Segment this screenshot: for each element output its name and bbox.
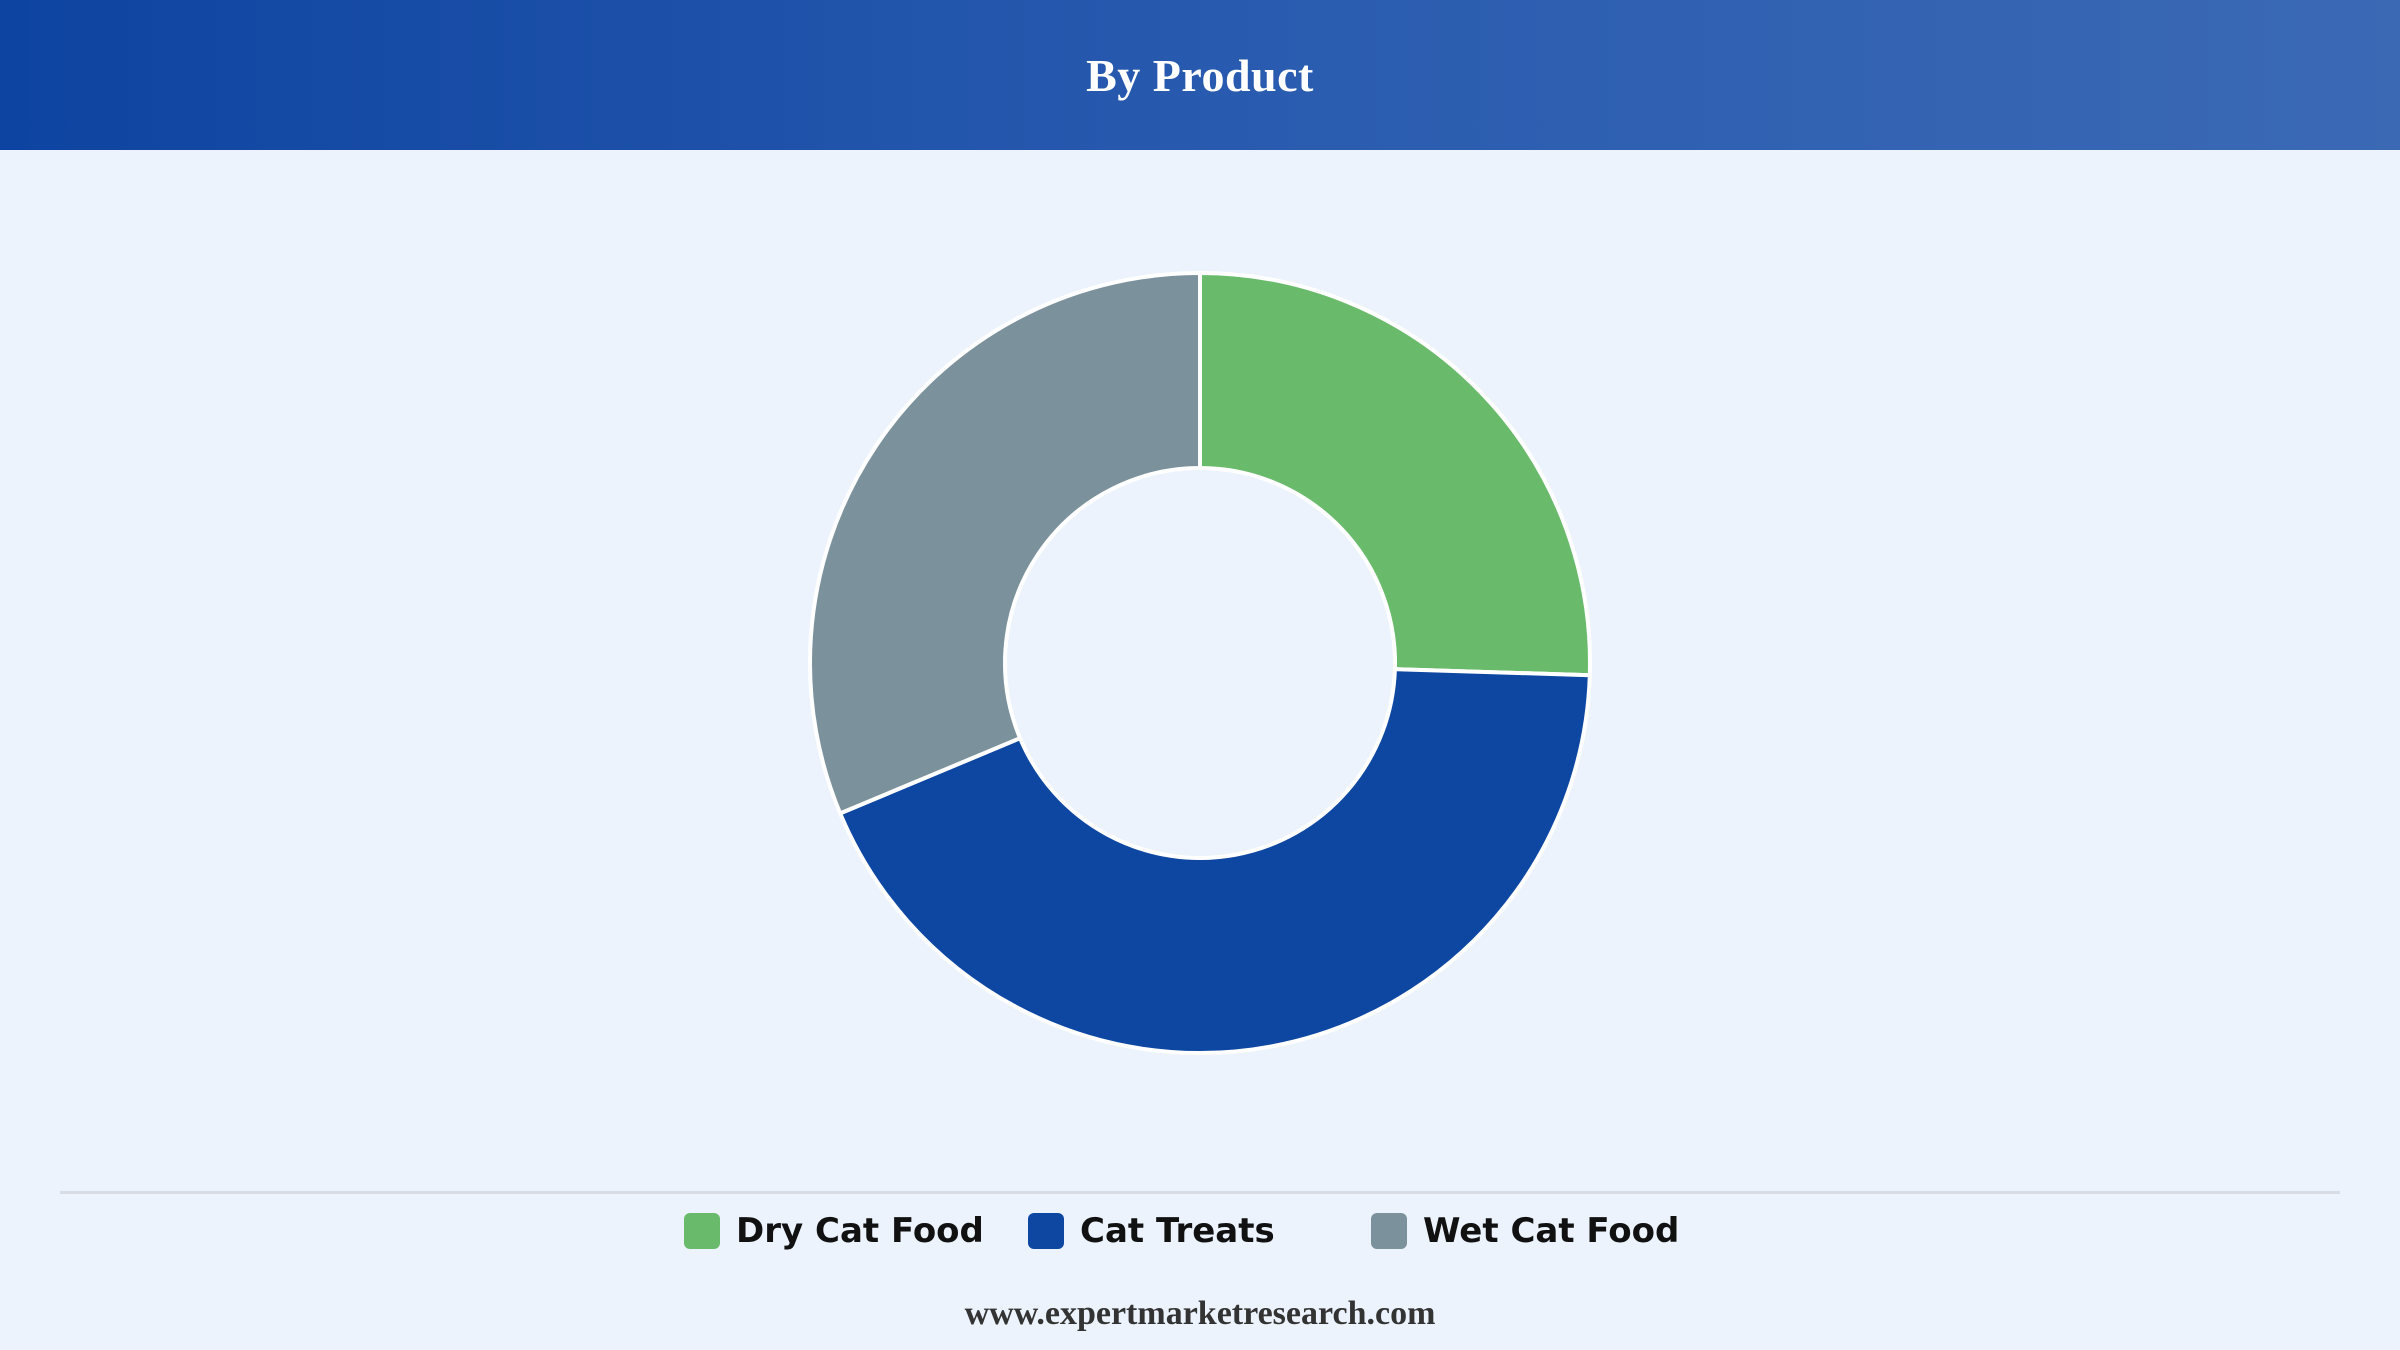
legend-label-wet-cat-food: Wet Cat Food <box>1423 1211 1680 1251</box>
legend-item-dry-cat-food[interactable]: Dry Cat Food <box>684 1206 984 1256</box>
legend-swatch-dry-cat-food <box>684 1213 720 1249</box>
chart-title: By Product <box>1086 49 1314 101</box>
legend-divider <box>60 1191 2340 1194</box>
legend-label-cat-treats: Cat Treats <box>1080 1211 1275 1251</box>
legend-label-dry-cat-food: Dry Cat Food <box>736 1211 984 1251</box>
legend-item-wet-cat-food[interactable]: Wet Cat Food <box>1371 1206 1679 1256</box>
legend-item-cat-treats[interactable]: Cat Treats <box>1028 1206 1275 1256</box>
chart-header: By Product <box>0 0 2400 150</box>
donut-chart <box>808 271 1592 1055</box>
donut-slice-wet-cat-food[interactable] <box>808 271 1202 816</box>
donut-slice-cat-treats[interactable] <box>838 667 1592 1055</box>
source-url[interactable]: www.expertmarketresearch.com <box>964 1295 1436 1332</box>
chart-legend: Dry Cat Food Cat Treats Wet Cat Food <box>0 1206 2400 1256</box>
legend-swatch-wet-cat-food <box>1371 1213 1407 1249</box>
legend-swatch-cat-treats <box>1028 1213 1064 1249</box>
chart-area <box>0 150 2400 1190</box>
donut-slice-dry-cat-food[interactable] <box>1198 271 1592 678</box>
